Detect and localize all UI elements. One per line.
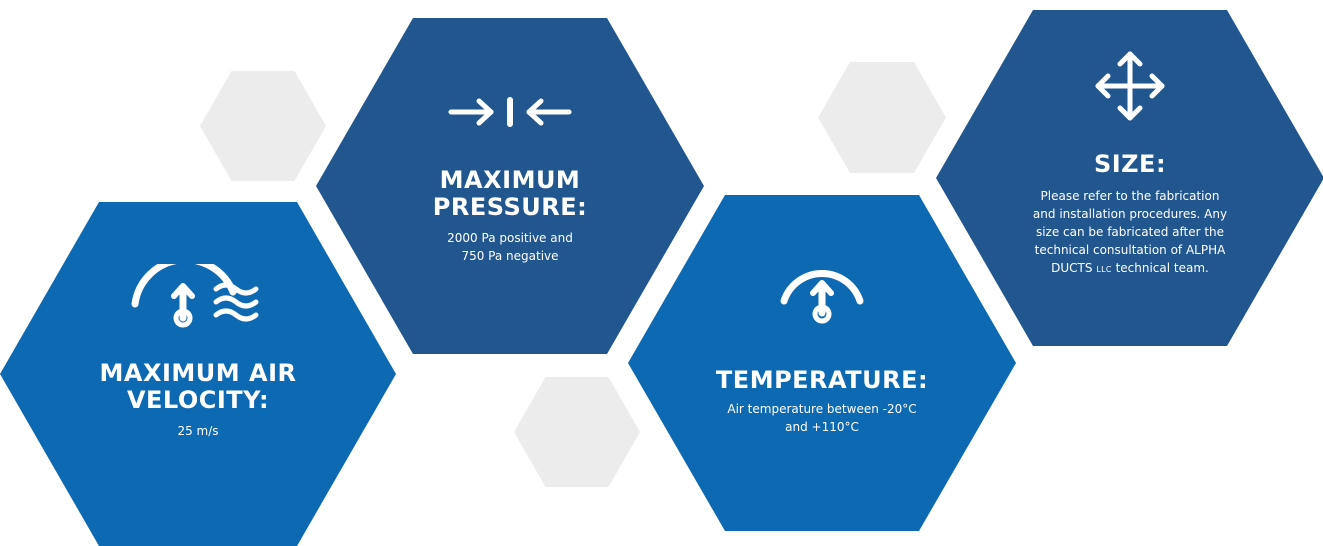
card-pressure-content: MAXIMUM PRESSURE: 2000 Pa positive and 7… (316, 167, 704, 265)
card-size-content: SIZE: Please refer to the fabrication an… (936, 151, 1323, 279)
card-temperature: TEMPERATURE: Air temperature between -20… (628, 195, 1016, 531)
card-title: MAXIMUM AIR VELOCITY: (0, 360, 396, 414)
decor-hexagon-3 (514, 377, 640, 487)
card-description: Air temperature between -20°C and +110°C (628, 400, 1016, 436)
decor-hexagon-1 (200, 71, 326, 181)
description-line: Please refer to the fabrication (1040, 189, 1220, 203)
gauge-icon (780, 269, 864, 324)
title-line: MAXIMUM (439, 166, 581, 194)
card-description: 25 m/s (0, 422, 396, 440)
company-name: DUCTS (1051, 261, 1093, 275)
title-line: VELOCITY: (126, 386, 270, 414)
description-line: 25 m/s (177, 424, 219, 438)
card-pressure: MAXIMUM PRESSURE: 2000 Pa positive and 7… (316, 18, 704, 354)
card-temperature-content: TEMPERATURE: Air temperature between -20… (628, 367, 1016, 436)
card-description: Please refer to the fabrication and inst… (936, 187, 1323, 279)
title-line: PRESSURE: (432, 193, 588, 221)
card-title: TEMPERATURE: (628, 367, 1016, 394)
card-air-velocity-content: MAXIMUM AIR VELOCITY: 25 m/s (0, 360, 396, 440)
card-title: MAXIMUM PRESSURE: (316, 167, 704, 221)
gauge-wind-icon (131, 264, 259, 328)
move-arrows-icon (1095, 51, 1165, 121)
description-line: and +110°C (785, 420, 859, 434)
description-line: and installation procedures. Any (1032, 207, 1228, 221)
description-text: technical team. (1115, 261, 1209, 275)
company-suffix: LLC (1096, 265, 1112, 274)
card-size: SIZE: Please refer to the fabrication an… (936, 10, 1323, 346)
description-line: Air temperature between -20°C (727, 402, 917, 416)
card-title: SIZE: (936, 151, 1323, 178)
title-line: SIZE: (1093, 150, 1167, 178)
pressure-arrows-icon (448, 97, 572, 127)
title-line: TEMPERATURE: (715, 366, 929, 394)
description-line: 750 Pa negative (461, 249, 559, 263)
description-line: technical consultation of ALPHA (1034, 243, 1226, 257)
card-air-velocity: MAXIMUM AIR VELOCITY: 25 m/s (0, 202, 396, 546)
title-line: MAXIMUM AIR (99, 359, 297, 387)
description-line: DUCTS LLC technical team. (936, 259, 1323, 279)
description-line: 2000 Pa positive and (447, 231, 573, 245)
decor-hexagon-2 (818, 62, 946, 173)
card-description: 2000 Pa positive and 750 Pa negative (316, 229, 704, 265)
description-line: size can be fabricated after the (1035, 225, 1225, 239)
